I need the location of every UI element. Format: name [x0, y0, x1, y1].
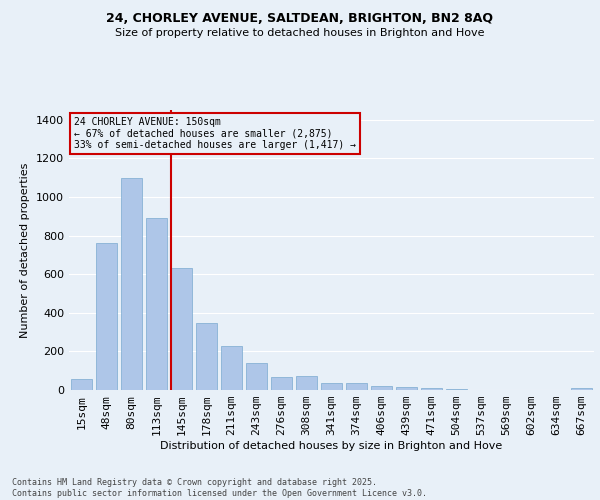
Bar — [96, 243, 117, 390]
Bar — [171, 268, 192, 390]
Y-axis label: Number of detached properties: Number of detached properties — [20, 162, 31, 338]
Bar — [371, 386, 392, 390]
Bar — [396, 388, 417, 390]
Text: Contains HM Land Registry data © Crown copyright and database right 2025.
Contai: Contains HM Land Registry data © Crown c… — [12, 478, 427, 498]
Bar — [71, 380, 92, 390]
Bar — [571, 388, 592, 390]
Bar — [271, 378, 292, 390]
Bar — [321, 383, 342, 390]
Bar — [221, 346, 242, 390]
Bar — [446, 389, 467, 390]
Text: Size of property relative to detached houses in Brighton and Hove: Size of property relative to detached ho… — [115, 28, 485, 38]
Bar — [421, 388, 442, 390]
Text: 24, CHORLEY AVENUE, SALTDEAN, BRIGHTON, BN2 8AQ: 24, CHORLEY AVENUE, SALTDEAN, BRIGHTON, … — [107, 12, 493, 26]
X-axis label: Distribution of detached houses by size in Brighton and Hove: Distribution of detached houses by size … — [160, 441, 503, 451]
Bar — [246, 363, 267, 390]
Bar — [121, 178, 142, 390]
Bar — [346, 383, 367, 390]
Text: 24 CHORLEY AVENUE: 150sqm
← 67% of detached houses are smaller (2,875)
33% of se: 24 CHORLEY AVENUE: 150sqm ← 67% of detac… — [74, 117, 356, 150]
Bar — [196, 324, 217, 390]
Bar — [296, 376, 317, 390]
Bar — [146, 218, 167, 390]
